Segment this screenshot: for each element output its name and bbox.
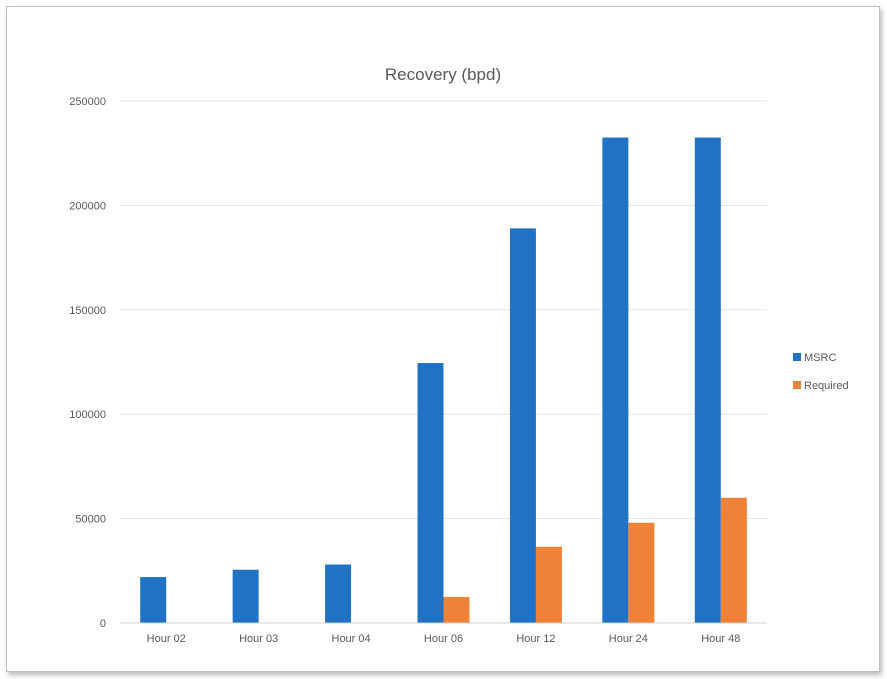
bar-required-hour-24 xyxy=(628,522,655,623)
x-tick-label: Hour 03 xyxy=(239,633,278,645)
legend-label: Required xyxy=(804,380,849,392)
legend-swatch xyxy=(793,381,801,389)
legend-item-msrc: MSRC xyxy=(793,352,836,364)
x-axis-tick-labels: Hour 02 Hour 03 Hour 04 Hour 06 Hour 12 Hour … xyxy=(147,633,741,645)
x-tick-label: Hour 24 xyxy=(609,633,648,645)
bar-msrc-hour-48 xyxy=(694,137,721,624)
x-tick-label: Hour 48 xyxy=(701,633,740,645)
y-tick-label: 100000 xyxy=(69,409,106,421)
bar-msrc-hour-04 xyxy=(325,564,352,623)
y-tick-label: 50000 xyxy=(75,514,106,526)
y-tick-label: 0 xyxy=(100,618,106,630)
x-tick-label: Hour 12 xyxy=(516,633,555,645)
bar-required-hour-12 xyxy=(535,546,562,623)
bar-required-hour-48 xyxy=(720,497,747,623)
legend-swatch xyxy=(793,353,801,361)
y-tick-label: 200000 xyxy=(69,200,106,212)
x-tick-label: Hour 02 xyxy=(147,633,186,645)
legend-label: MSRC xyxy=(804,352,836,364)
y-tick-label: 150000 xyxy=(69,305,106,317)
bar-required-hour-06 xyxy=(443,596,470,623)
bar-msrc-hour-24 xyxy=(602,137,629,624)
legend: MSRC Required xyxy=(793,352,849,392)
y-tick-label: 250000 xyxy=(69,96,106,108)
y-axis-tick-labels: 0 50000 100000 150000 200000 250000 xyxy=(69,96,106,630)
x-tick-label: Hour 06 xyxy=(424,633,463,645)
bar-msrc-hour-02 xyxy=(140,577,167,623)
legend-item-required: Required xyxy=(793,380,849,392)
bars xyxy=(140,137,747,624)
bar-msrc-hour-12 xyxy=(509,228,536,624)
chart-title: Recovery (bpd) xyxy=(385,65,501,84)
bar-msrc-hour-06 xyxy=(417,363,444,623)
x-tick-label: Hour 04 xyxy=(332,633,371,645)
bar-msrc-hour-03 xyxy=(232,569,259,623)
